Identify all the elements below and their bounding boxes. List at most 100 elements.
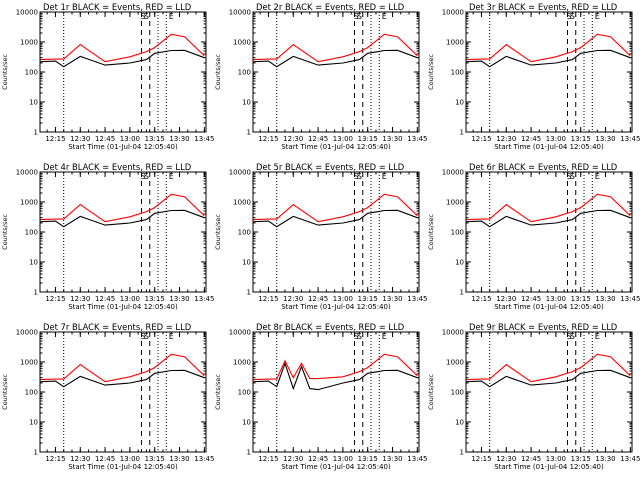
- y-tick-label: 100: [25, 69, 38, 77]
- x-tick-label: 13:00: [120, 135, 140, 143]
- x-axis-label: Start Time (01-Jul-04 12:05:40): [494, 143, 604, 151]
- x-tick-label: 12:45: [308, 455, 328, 463]
- marker-label: S: [567, 172, 572, 181]
- x-tick-label: 13:45: [194, 135, 214, 143]
- y-tick-label: 1000: [233, 199, 251, 207]
- marker-label: E: [382, 172, 387, 181]
- plot-frame: [39, 331, 207, 453]
- y-tick-label: 10000: [16, 329, 38, 337]
- x-tick-label: 13:30: [595, 135, 615, 143]
- series-events: [40, 49, 205, 68]
- y-tick-label: 1: [460, 129, 464, 137]
- x-axis-label: Start Time (01-Jul-04 12:05:40): [281, 143, 391, 151]
- series-lld: [253, 353, 418, 381]
- x-tick-label: 13:45: [620, 295, 640, 303]
- x-tick-label: 13:30: [169, 135, 189, 143]
- x-tick-label: 12:30: [496, 135, 516, 143]
- series-lld: [466, 193, 631, 223]
- x-tick-label: 12:30: [70, 135, 90, 143]
- x-tick-label: 12:15: [258, 455, 278, 463]
- y-tick-label: 100: [451, 389, 464, 397]
- x-tick-label: 13:15: [358, 295, 378, 303]
- panel-title: Det 8r BLACK = Events, RED = LLD: [256, 322, 404, 332]
- panel-title: Det 9r BLACK = Events, RED = LLD: [469, 322, 617, 332]
- series-events: [466, 369, 631, 388]
- x-tick-label: 13:00: [546, 455, 566, 463]
- x-tick-label: 13:45: [407, 135, 427, 143]
- y-axis-label: Counts/sec: [1, 214, 9, 250]
- y-tick-label: 10: [242, 259, 251, 267]
- y-axis-label: Counts/sec: [214, 214, 222, 250]
- y-tick-label: 10: [29, 259, 38, 267]
- x-tick-label: 13:45: [620, 135, 640, 143]
- y-tick-label: 1000: [20, 359, 38, 367]
- series-lld: [253, 193, 418, 223]
- x-tick-label: 13:00: [333, 135, 353, 143]
- plot-frame: [252, 171, 420, 293]
- y-tick-label: 10: [242, 419, 251, 427]
- x-tick-label: 13:15: [145, 295, 165, 303]
- y-tick-label: 1: [247, 449, 251, 457]
- marker-label: E: [169, 172, 174, 181]
- x-tick-label: 13:45: [194, 295, 214, 303]
- x-tick-label: 13:00: [546, 295, 566, 303]
- x-axis-label: Start Time (01-Jul-04 12:05:40): [68, 463, 178, 471]
- y-tick-label: 1: [247, 129, 251, 137]
- marker-label: S: [357, 332, 362, 341]
- x-tick-label: 12:45: [308, 135, 328, 143]
- panel-det-6: Det 6r BLACK = Events, RED = LLD Counts/s…: [427, 162, 640, 311]
- x-tick-label: 13:30: [382, 135, 402, 143]
- x-tick-label: 12:45: [95, 295, 115, 303]
- panel-det-8: Det 8r BLACK = Events, RED = LLD Counts/s…: [214, 322, 427, 471]
- x-tick-label: 12:30: [283, 135, 303, 143]
- panel-det-2: Det 2r BLACK = Events, RED = LLD Counts/s…: [214, 2, 427, 151]
- y-tick-label: 10: [29, 99, 38, 107]
- x-axis-label: Start Time (01-Jul-04 12:05:40): [281, 303, 391, 311]
- x-tick-label: 12:15: [45, 135, 65, 143]
- y-tick-label: 10: [455, 99, 464, 107]
- y-tick-label: 100: [238, 389, 251, 397]
- x-tick-label: 13:15: [571, 295, 591, 303]
- plot-frame: [465, 331, 633, 453]
- marker-label: S: [144, 332, 149, 341]
- panel-title: Det 2r BLACK = Events, RED = LLD: [256, 2, 404, 12]
- x-tick-label: 13:45: [194, 455, 214, 463]
- marker-label: S: [357, 12, 362, 21]
- x-tick-label: 13:30: [382, 455, 402, 463]
- x-tick-label: 13:00: [333, 455, 353, 463]
- x-tick-label: 12:45: [521, 295, 541, 303]
- marker-label: E: [595, 12, 600, 21]
- y-tick-label: 1: [460, 449, 464, 457]
- y-axis-label: Counts/sec: [214, 374, 222, 410]
- y-tick-label: 1000: [233, 39, 251, 47]
- y-axis-label: Counts/sec: [1, 374, 9, 410]
- x-tick-label: 13:30: [169, 295, 189, 303]
- marker-label: S: [567, 12, 572, 21]
- x-axis-label: Start Time (01-Jul-04 12:05:40): [494, 463, 604, 471]
- x-tick-label: 12:45: [95, 455, 115, 463]
- series-lld: [253, 33, 418, 63]
- y-axis-label: Counts/sec: [214, 54, 222, 90]
- series-lld: [466, 353, 631, 383]
- x-tick-label: 12:15: [45, 295, 65, 303]
- x-tick-label: 13:00: [333, 295, 353, 303]
- x-tick-label: 13:30: [169, 455, 189, 463]
- y-tick-label: 1000: [446, 359, 464, 367]
- x-tick-label: 13:30: [382, 295, 402, 303]
- x-tick-label: 13:15: [571, 455, 591, 463]
- y-tick-label: 100: [238, 229, 251, 237]
- x-axis-label: Start Time (01-Jul-04 12:05:40): [494, 303, 604, 311]
- x-tick-label: 12:30: [496, 295, 516, 303]
- marker-label: S: [570, 12, 575, 21]
- y-tick-label: 10000: [16, 169, 38, 177]
- x-tick-label: 12:45: [521, 135, 541, 143]
- series-events: [253, 49, 418, 68]
- panel-det-4: Det 4r BLACK = Events, RED = LLD Counts/s…: [1, 162, 214, 311]
- y-tick-label: 10000: [229, 9, 251, 17]
- marker-label: E: [169, 12, 174, 21]
- marker-label: S: [141, 12, 146, 21]
- panel-det-1: Det 1r BLACK = Events, RED = LLD Counts/s…: [1, 2, 214, 151]
- x-tick-label: 13:15: [358, 455, 378, 463]
- series-lld: [40, 193, 205, 223]
